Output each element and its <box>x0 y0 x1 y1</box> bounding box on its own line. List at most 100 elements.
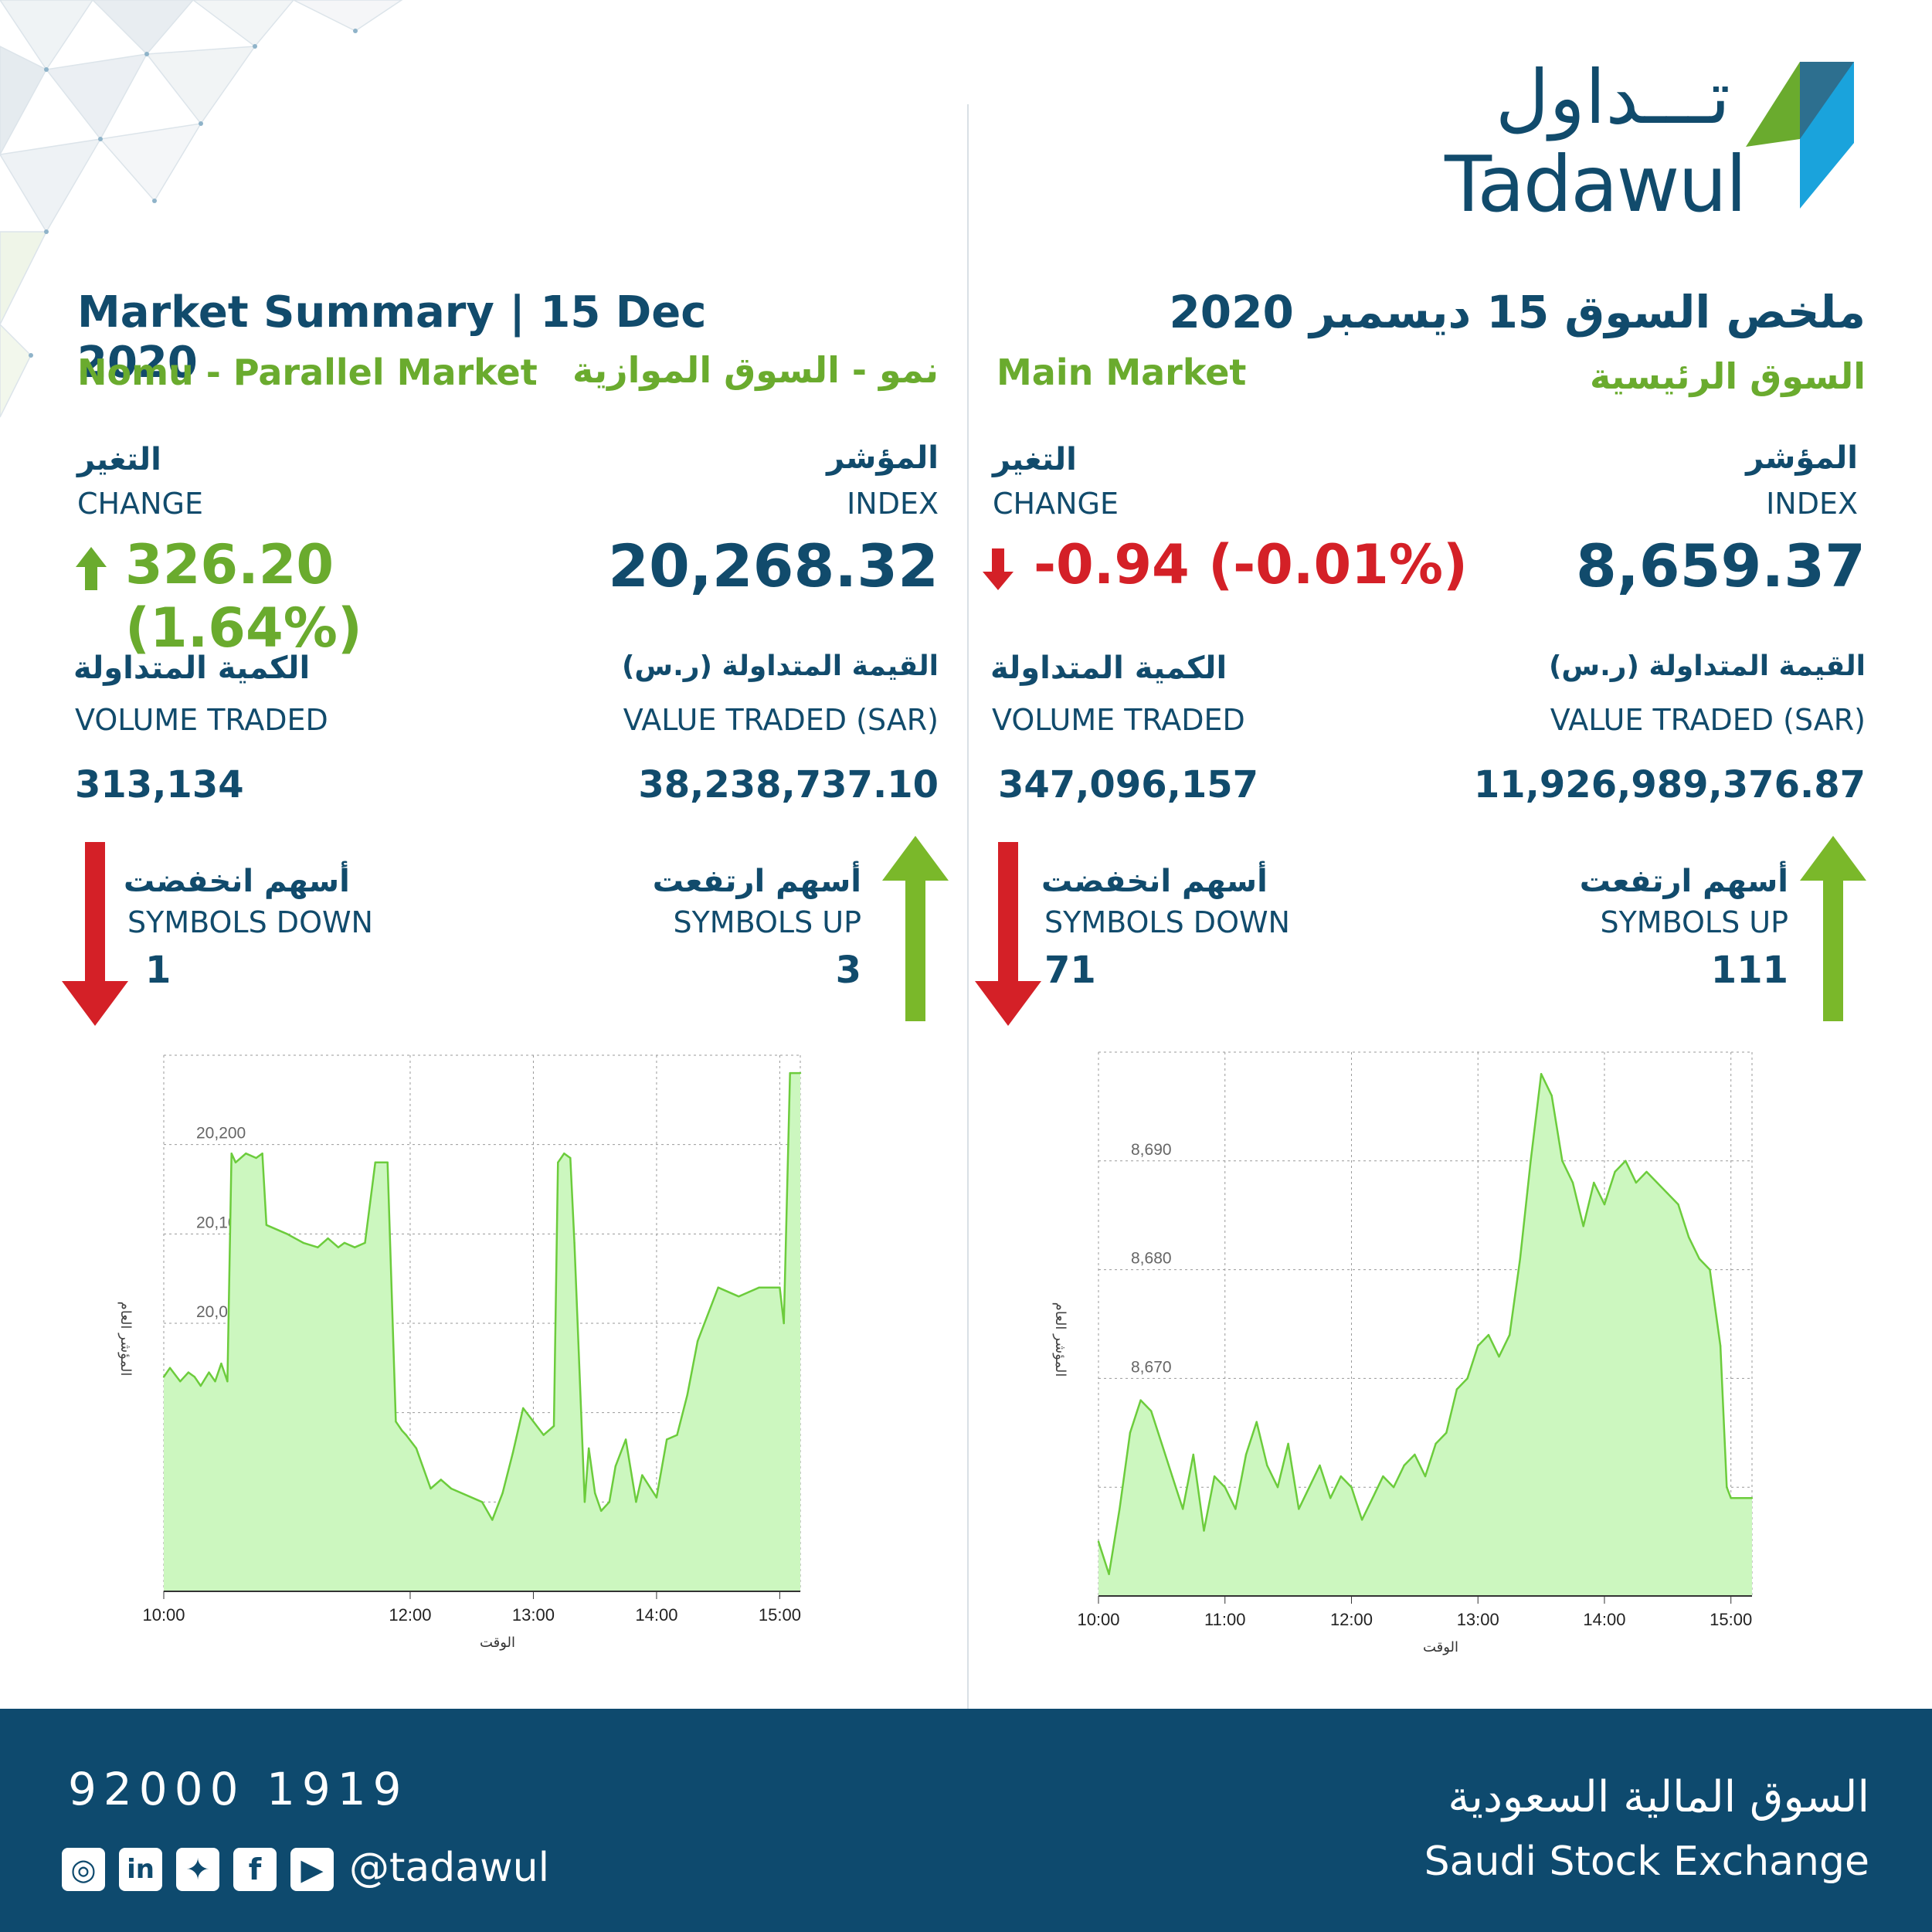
symbols-down-arrow-icon <box>975 842 1041 1026</box>
main-index-chart: 8,6608,6708,6808,69010:0011:0012:0013:00… <box>1052 1051 1754 1655</box>
main-symbols-down-label-en: SYMBOLS DOWN <box>1044 905 1290 939</box>
main-value-traded-value: 11,926,989,376.87 <box>1473 763 1866 806</box>
x-tick-label: 15:00 <box>759 1605 801 1625</box>
data-point <box>738 1295 740 1298</box>
data-point <box>532 1421 535 1423</box>
nomu-index-value: 20,268.32 <box>608 531 939 600</box>
data-point <box>1424 1475 1427 1478</box>
data-point <box>440 1479 442 1481</box>
data-point <box>1308 1486 1311 1489</box>
data-point <box>1677 1203 1679 1206</box>
logo-mark <box>1746 62 1854 209</box>
instagram-icon[interactable]: ◎ <box>62 1848 105 1891</box>
decorative-network-pattern <box>0 0 403 418</box>
y-tick-label: 8,670 <box>1131 1358 1172 1376</box>
data-point <box>1487 1333 1490 1336</box>
data-point <box>1603 1203 1606 1206</box>
data-point <box>1371 1497 1373 1499</box>
data-point <box>208 1371 210 1373</box>
data-point <box>214 1380 216 1383</box>
data-point <box>1339 1475 1342 1478</box>
facebook-icon[interactable]: f <box>233 1848 277 1891</box>
symbols-up-arrow-icon <box>882 836 949 1021</box>
data-point <box>1593 1181 1595 1184</box>
data-point <box>364 1241 366 1244</box>
data-point <box>1255 1421 1258 1423</box>
logo-text-ar: تـــداول <box>1495 54 1730 141</box>
main-index-value: 8,659.37 <box>1575 531 1866 600</box>
data-point <box>1666 1192 1669 1195</box>
nomu-name-ar: نمو - السوق الموازية <box>572 349 939 391</box>
exchange-name-ar: السوق المالية السعودية <box>1448 1772 1869 1822</box>
nomu-name-en: Nomu - Parallel Market <box>77 351 538 393</box>
main-symbols-up-value: 111 <box>1710 949 1788 992</box>
nomu-change-label-en: CHANGE <box>77 487 203 521</box>
data-point <box>1129 1431 1132 1434</box>
data-point <box>1635 1181 1638 1184</box>
x-tick-label: 12:00 <box>1330 1610 1373 1629</box>
data-point <box>552 1424 555 1428</box>
data-point <box>1519 1258 1521 1260</box>
nomu-symbols-up-value: 3 <box>835 949 861 992</box>
data-point <box>1108 1573 1110 1575</box>
data-point <box>608 1501 610 1503</box>
main-symbols-up-label-en: SYMBOLS UP <box>1600 905 1788 939</box>
logo-text-en: Tadawul <box>1445 139 1747 229</box>
index-area-fill <box>1098 1074 1752 1596</box>
data-point <box>1435 1442 1437 1445</box>
main-volume-label-en: VOLUME TRADED <box>992 703 1245 737</box>
data-point <box>789 1071 791 1075</box>
main-index-label-en: INDEX <box>1766 487 1858 521</box>
data-point <box>1171 1475 1173 1478</box>
youtube-icon[interactable]: ▶ <box>290 1848 334 1891</box>
data-point <box>1244 1453 1248 1456</box>
data-point <box>557 1161 559 1163</box>
nomu-value-traded-value: 38,238,737.10 <box>638 763 939 806</box>
y-axis-label: المؤشر العام <box>117 1302 134 1377</box>
data-point <box>1740 1497 1743 1499</box>
data-point <box>187 1371 190 1373</box>
nomu-index-label-ar: المؤشر <box>827 440 939 476</box>
exchange-name-en: Saudi Stock Exchange <box>1424 1839 1869 1885</box>
data-point <box>430 1487 432 1490</box>
main-name-en: Main Market <box>997 351 1247 393</box>
main-change-value: -0.94 (-0.01%) <box>1034 533 1469 596</box>
data-point <box>1382 1475 1384 1478</box>
symbols-down-arrow-icon <box>62 842 128 1026</box>
data-point <box>1498 1356 1500 1358</box>
x-tick-label: 12:00 <box>389 1605 431 1625</box>
data-point <box>395 1421 397 1423</box>
data-point <box>401 1429 403 1431</box>
main-symbols-down-value: 71 <box>1044 949 1096 992</box>
data-point <box>1097 1540 1100 1543</box>
data-point <box>245 1153 247 1155</box>
twitter-icon[interactable]: ✦ <box>176 1848 219 1891</box>
nomu-change-label-ar: التغير <box>77 442 161 477</box>
data-point <box>1160 1442 1163 1445</box>
title-en: Market Summary | 15 Dec 2020 <box>77 287 707 388</box>
data-point <box>1561 1160 1564 1162</box>
data-point <box>1709 1268 1711 1271</box>
main-value-traded-label-ar: القيمة المتداولة (ر.س) <box>1548 650 1866 682</box>
y-tick-label: 20,200 <box>196 1125 246 1143</box>
data-point <box>594 1492 596 1494</box>
linkedin-icon[interactable]: in <box>119 1848 162 1891</box>
change-down-arrow-icon <box>983 548 1014 590</box>
data-point <box>655 1496 658 1499</box>
data-point <box>255 1156 257 1160</box>
data-point <box>1625 1160 1627 1162</box>
social-handle[interactable]: @tadawul <box>349 1845 550 1891</box>
nomu-value-traded-label-ar: القيمة المتداولة (ر.س) <box>621 650 939 682</box>
data-point <box>1392 1486 1395 1489</box>
change-up-arrow-icon <box>76 547 107 590</box>
data-point <box>168 1367 171 1369</box>
data-point <box>265 1224 268 1226</box>
data-point <box>230 1153 233 1155</box>
data-point <box>1698 1258 1700 1260</box>
data-point <box>614 1465 616 1468</box>
data-point <box>1550 1095 1553 1097</box>
title-ar: ملخص السوق 15 ديسمبر 2020 <box>1169 286 1866 338</box>
data-point <box>1414 1453 1416 1456</box>
data-point <box>1477 1345 1479 1347</box>
data-point <box>1119 1508 1121 1510</box>
